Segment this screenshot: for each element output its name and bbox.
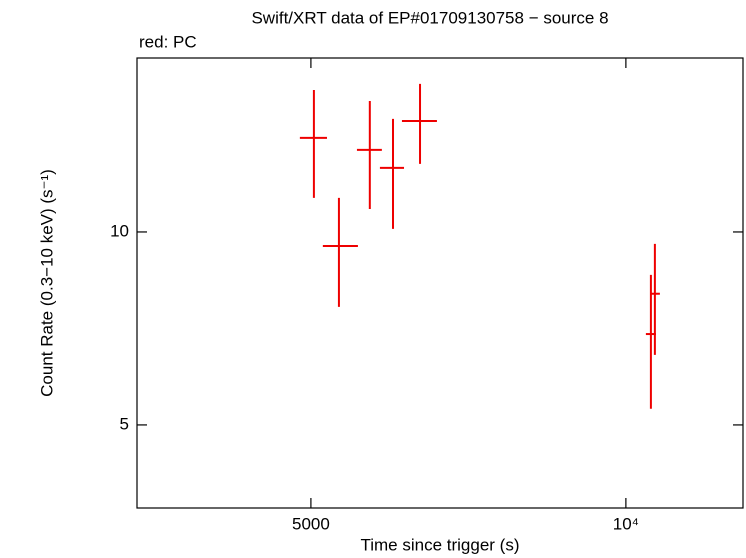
x-tick-label: 10⁴ — [613, 514, 639, 533]
x-tick-label: 5000 — [292, 514, 330, 533]
subtitle: red: PC — [139, 32, 197, 51]
y-tick-label: 10 — [110, 221, 129, 240]
y-tick-label: 5 — [120, 414, 129, 433]
chart-title: Swift/XRT data of EP#01709130758 − sourc… — [251, 8, 608, 27]
y-axis-label: Count Rate (0.3−10 keV) (s⁻¹) — [37, 169, 56, 397]
x-axis-label: Time since trigger (s) — [360, 535, 519, 554]
plot-frame — [136, 57, 744, 509]
